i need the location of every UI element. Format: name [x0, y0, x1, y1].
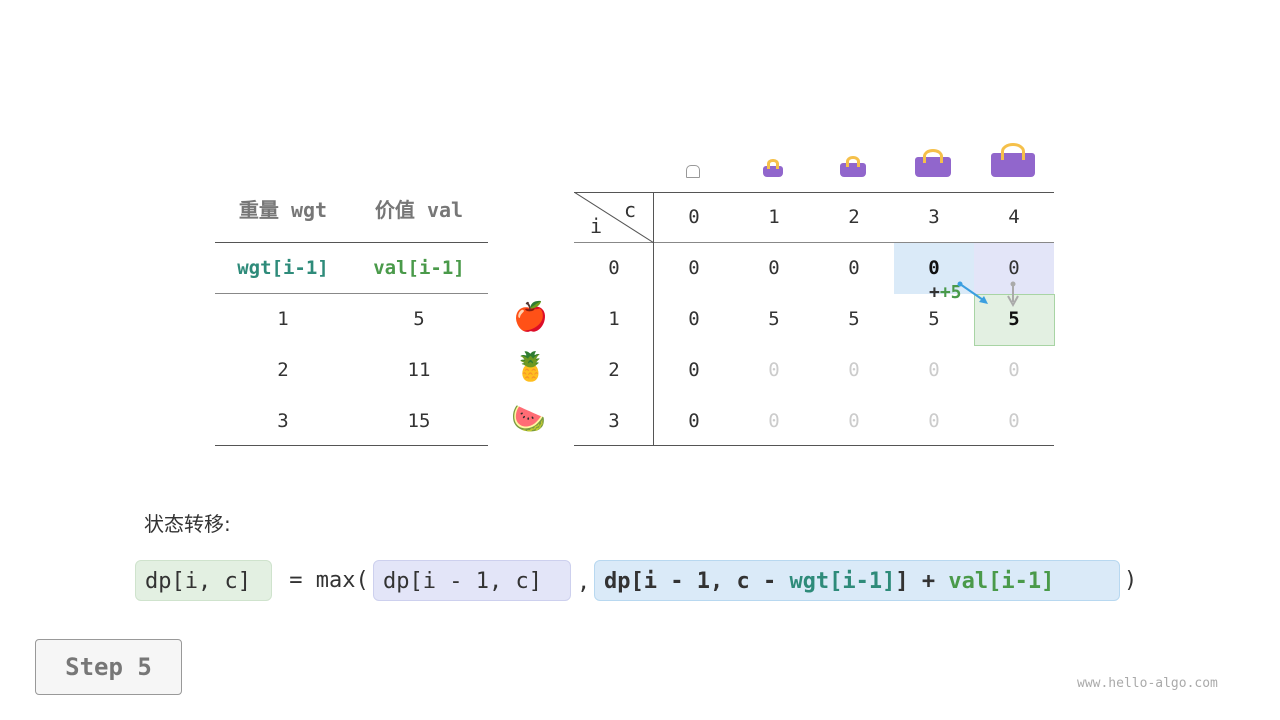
bag-icon — [840, 155, 866, 177]
weight-cell: 2 — [277, 359, 289, 381]
row-label: 2 — [608, 359, 620, 381]
dp-cell: 0 — [688, 359, 700, 381]
capacity-header: 0 — [688, 206, 700, 228]
b-part1: dp[i - 1, c - — [604, 569, 790, 594]
corner-i: i — [590, 214, 603, 238]
header-value: 价值 val — [374, 198, 464, 222]
dp-cell: 0 — [768, 257, 780, 279]
formula-option-b: dp[i - 1, c - wgt[i-1]] + val[i-1] — [594, 560, 1120, 601]
formula-close: ) — [1124, 568, 1138, 593]
weight-cell: 1 — [277, 308, 289, 330]
dp-cell: 5 — [768, 308, 780, 330]
dp-cell: 0 — [848, 257, 860, 279]
empty-bag-icon — [686, 165, 700, 178]
step-button[interactable]: Step 5 — [35, 639, 182, 695]
bag-icon — [763, 159, 783, 177]
annotation-value: +5 — [939, 282, 962, 303]
bag-icon — [991, 143, 1035, 177]
subheader-val: val[i-1] — [373, 257, 465, 279]
b-wgt: wgt[i-1] — [789, 569, 896, 594]
highlight-current — [974, 294, 1055, 346]
value-cell: 15 — [407, 410, 431, 432]
formula-lhs: dp[i, c] — [135, 560, 272, 601]
dp-cell: 0 — [928, 359, 940, 381]
corner-c: c — [624, 198, 637, 222]
formula-option-a: dp[i - 1, c] — [373, 560, 571, 601]
dp-cell: 0 — [848, 410, 860, 432]
dp-cell: 0 — [768, 359, 780, 381]
dp-cell: 5 — [928, 308, 940, 330]
dp-cell: 0 — [768, 410, 780, 432]
dp-cell: 0 — [928, 410, 940, 432]
annotation-plus: ++5 — [929, 282, 962, 303]
row-label: 3 — [608, 410, 620, 432]
corner-diagonal — [574, 192, 654, 244]
watermark: www.hello-algo.com — [1077, 676, 1218, 691]
formula-label: 状态转移: — [144, 512, 231, 536]
b-part2: ] + — [895, 569, 949, 594]
weight-cell: 3 — [277, 410, 289, 432]
dp-cell: 5 — [1008, 308, 1020, 330]
header-weight: 重量 wgt — [238, 198, 328, 222]
row-label: 0 — [608, 257, 620, 279]
capacity-header: 1 — [768, 206, 780, 228]
apple-icon: 🍎 — [513, 300, 548, 333]
dp-cell: 0 — [688, 257, 700, 279]
capacity-header: 3 — [928, 206, 940, 228]
dp-cell: 0 — [688, 308, 700, 330]
b-val: val[i-1] — [948, 569, 1055, 594]
value-cell: 5 — [413, 308, 425, 330]
value-cell: 11 — [407, 359, 431, 381]
capacity-header: 4 — [1008, 206, 1020, 228]
dp-cell: 0 — [1008, 257, 1020, 279]
dp-cell: 0 — [688, 410, 700, 432]
capacity-header: 2 — [848, 206, 860, 228]
pineapple-icon: 🍍 — [513, 350, 548, 383]
dp-cell: 0 — [848, 359, 860, 381]
dp-cell: 5 — [848, 308, 860, 330]
watermelon-icon: 🍉 — [511, 402, 546, 435]
subheader-wgt: wgt[i-1] — [237, 257, 329, 279]
dp-cell: 0 — [1008, 410, 1020, 432]
dp-cell: 0 — [1008, 359, 1020, 381]
row-label: 1 — [608, 308, 620, 330]
dp-cell: 0 — [928, 257, 940, 279]
formula-max: = max( — [276, 568, 369, 593]
formula-comma: , — [577, 570, 591, 595]
transition-arrows — [957, 281, 1019, 308]
bag-icon — [915, 148, 951, 177]
